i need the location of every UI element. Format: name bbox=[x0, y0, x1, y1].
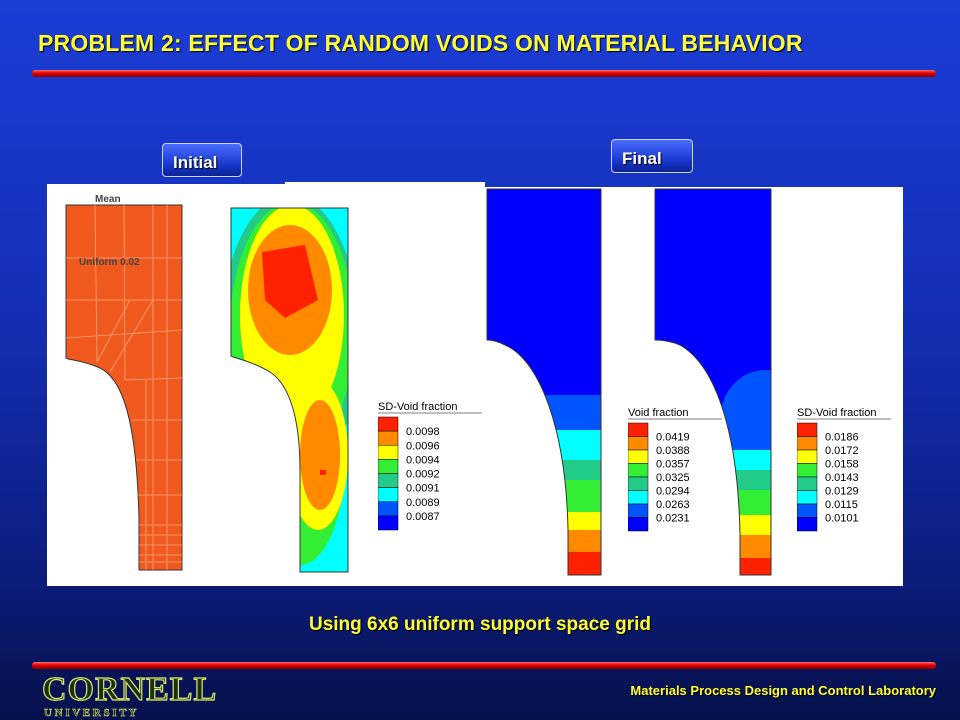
legend-swatch bbox=[377, 501, 399, 517]
legend-swatch bbox=[377, 430, 399, 446]
legend-title: SD-Void fraction bbox=[797, 407, 876, 419]
top-divider bbox=[32, 70, 936, 77]
cornell-logo: CORNELL U N I V E R S I T Y bbox=[41, 670, 217, 718]
legend-swatch bbox=[627, 422, 649, 437]
legend-value: 0.0357 bbox=[656, 459, 690, 471]
legend-svg: SD-Void fraction 0.0098 0.0096 0.0094 0.0092… bbox=[377, 401, 482, 531]
legend-swatch bbox=[377, 473, 399, 488]
legend-swatch bbox=[627, 463, 649, 478]
slide-title: PROBLEM 2: EFFECT OF RANDOM VOIDS ON MAT… bbox=[38, 30, 803, 56]
legend-value: 0.0087 bbox=[406, 511, 440, 523]
legend-swatch bbox=[627, 436, 649, 451]
legend-value: 0.0325 bbox=[656, 472, 690, 484]
legend-value: 0.0094 bbox=[406, 454, 440, 466]
label-uniform: Uniform 0.02 bbox=[79, 257, 140, 268]
initial-sd-outline bbox=[230, 207, 349, 573]
tag-initial: Initial bbox=[162, 143, 242, 177]
legend-value: 0.0294 bbox=[656, 486, 690, 498]
legend-value: 0.0096 bbox=[406, 440, 440, 452]
legend-swatch bbox=[796, 476, 818, 491]
legend-value: 0.0098 bbox=[406, 426, 440, 438]
tag-initial-label: Initial bbox=[173, 153, 218, 172]
legend-swatch bbox=[796, 490, 818, 505]
slide-subtitle: Using 6x6 uniform support space grid bbox=[308, 614, 652, 635]
legend-swatch bbox=[796, 463, 818, 478]
legend-swatch bbox=[796, 422, 818, 437]
legend-swatch bbox=[627, 449, 649, 464]
label-mean: Mean bbox=[95, 194, 121, 205]
legend-swatch bbox=[377, 459, 399, 474]
final-sd-outline bbox=[654, 188, 772, 576]
legend-swatch bbox=[627, 517, 649, 532]
legend-value: 0.0092 bbox=[406, 469, 440, 481]
legend-value: 0.0419 bbox=[656, 432, 690, 444]
final-void-contour bbox=[487, 189, 601, 575]
legend-swatch bbox=[377, 445, 399, 460]
tag-final-label: Final bbox=[622, 149, 662, 168]
legend-initial-sd: SD-Void fraction 0.0098 0.0096 0.0094 0.0092… bbox=[377, 399, 488, 534]
legend-final-sd: SD-Void fraction 0.0186 0.0172 0.0158 0.0143… bbox=[796, 405, 897, 535]
legend-swatch bbox=[377, 515, 399, 531]
final-void-outline bbox=[486, 188, 602, 576]
legend-swatch bbox=[627, 490, 649, 505]
bottom-divider bbox=[32, 662, 936, 669]
legend-value: 0.0143 bbox=[825, 472, 859, 484]
logo-wordmark: CORNELL bbox=[42, 671, 217, 708]
legend-swatch bbox=[796, 503, 818, 518]
legend-title: SD-Void fraction bbox=[378, 401, 457, 413]
legend-swatch bbox=[796, 436, 818, 451]
legend-value: 0.0101 bbox=[825, 513, 859, 525]
legend-title: Void fraction bbox=[628, 407, 689, 419]
initial-sd-contour bbox=[231, 208, 348, 572]
legend-swatch bbox=[377, 416, 399, 432]
legend-value: 0.0388 bbox=[656, 445, 690, 457]
legend-value: 0.0089 bbox=[406, 497, 440, 509]
legend-swatch bbox=[627, 503, 649, 518]
legend-final-void: Void fraction 0.0419 0.0388 0.0357 0.0325 0.0… bbox=[627, 405, 728, 535]
legend-value: 0.0186 bbox=[825, 432, 859, 444]
logo-university: U N I V E R S I T Y bbox=[44, 707, 137, 718]
legend-value: 0.0115 bbox=[825, 499, 858, 511]
legend-swatch bbox=[377, 487, 399, 502]
tag-final: Final bbox=[611, 139, 693, 173]
legend-swatch bbox=[627, 476, 649, 491]
legend-value: 0.0091 bbox=[406, 483, 440, 495]
legend-value: 0.0172 bbox=[825, 445, 859, 457]
legend-value: 0.0129 bbox=[825, 486, 859, 498]
footer-lab-name: Materials Process Design and Control Lab… bbox=[630, 683, 936, 698]
legend-swatch bbox=[796, 517, 818, 532]
legend-value: 0.0231 bbox=[656, 513, 690, 525]
legend-value: 0.0158 bbox=[825, 459, 859, 471]
initial-mean-shape bbox=[65, 204, 183, 571]
legend-value: 0.0263 bbox=[656, 499, 690, 511]
legend-swatch bbox=[796, 449, 818, 464]
